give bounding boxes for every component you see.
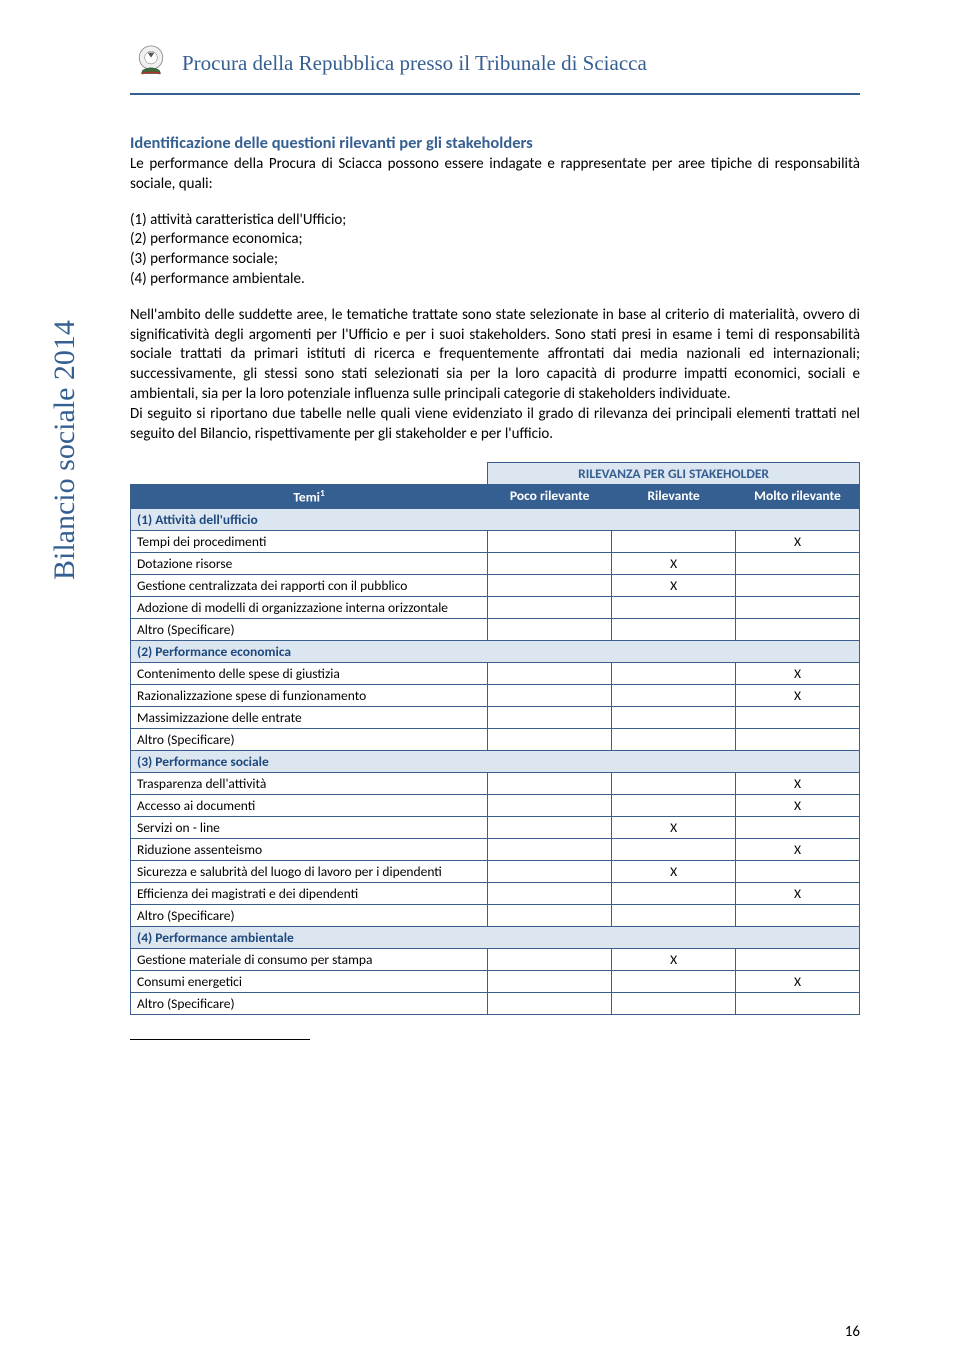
table-row: Gestione materiale di consumo per stampa… bbox=[131, 948, 860, 970]
relevance-table: RILEVANZA PER GLI STAKEHOLDER Temi1 Poco… bbox=[130, 462, 860, 1015]
column-header: Molto rilevante bbox=[736, 485, 860, 509]
table-banner: RILEVANZA PER GLI STAKEHOLDER bbox=[488, 463, 860, 485]
column-header: Poco rilevante bbox=[488, 485, 612, 509]
criteria-list: (1) attività caratteristica dell'Ufficio… bbox=[130, 211, 860, 290]
table-row: Razionalizzazione spese di funzionamento… bbox=[131, 684, 860, 706]
table-row: Sicurezza e salubrità del luogo di lavor… bbox=[131, 860, 860, 882]
table-section-row: (2) Performance economica bbox=[131, 640, 860, 662]
list-item: (4) performance ambientale. bbox=[130, 270, 860, 290]
table-row: Altro (Specificare) bbox=[131, 992, 860, 1014]
sidebar-vertical-text: Bilancio sociale 2014 bbox=[48, 320, 82, 580]
table-row: Contenimento delle spese di giustiziaX bbox=[131, 662, 860, 684]
table-section-row: (1) Attività dell'ufficio bbox=[131, 508, 860, 530]
table-row: Consumi energeticiX bbox=[131, 970, 860, 992]
table-row: Altro (Specificare) bbox=[131, 904, 860, 926]
paragraph-3: Di seguito si riportano due tabelle nell… bbox=[130, 405, 860, 445]
table-section-row: (4) Performance ambientale bbox=[131, 926, 860, 948]
table-row: Riduzione assenteismoX bbox=[131, 838, 860, 860]
table-row: Dotazione risorseX bbox=[131, 552, 860, 574]
table-section-row: (3) Performance sociale bbox=[131, 750, 860, 772]
table-row: Trasparenza dell'attivitàX bbox=[131, 772, 860, 794]
list-item: (1) attività caratteristica dell'Ufficio… bbox=[130, 211, 860, 231]
table-row: Adozione di modelli di organizzazione in… bbox=[131, 596, 860, 618]
header-rule bbox=[130, 93, 860, 95]
header-title: Procura della Repubblica presso il Tribu… bbox=[182, 51, 647, 76]
paragraph-2: Nell'ambito delle suddette aree, le tema… bbox=[130, 306, 860, 405]
table-row: Altro (Specificare) bbox=[131, 728, 860, 750]
table-row: Massimizzazione delle entrate bbox=[131, 706, 860, 728]
intro-paragraph: Le performance della Procura di Sciacca … bbox=[130, 155, 860, 195]
table-row: Efficienza dei magistrati e dei dipenden… bbox=[131, 882, 860, 904]
page-header: Procura della Repubblica presso il Tribu… bbox=[130, 40, 860, 87]
list-item: (3) performance sociale; bbox=[130, 250, 860, 270]
table-row: Altro (Specificare) bbox=[131, 618, 860, 640]
section-title: Identificazione delle questioni rilevant… bbox=[130, 133, 860, 153]
footnote-rule bbox=[130, 1039, 310, 1040]
table-row: Servizi on - lineX bbox=[131, 816, 860, 838]
emblem-icon bbox=[130, 40, 172, 87]
list-item: (2) performance economica; bbox=[130, 230, 860, 250]
column-header-topic: Temi1 bbox=[131, 485, 488, 509]
table-row: Tempi dei procedimentiX bbox=[131, 530, 860, 552]
table-row: Accesso ai documentiX bbox=[131, 794, 860, 816]
table-row: Gestione centralizzata dei rapporti con … bbox=[131, 574, 860, 596]
page-number: 16 bbox=[845, 1323, 860, 1341]
column-header: Rilevante bbox=[612, 485, 736, 509]
